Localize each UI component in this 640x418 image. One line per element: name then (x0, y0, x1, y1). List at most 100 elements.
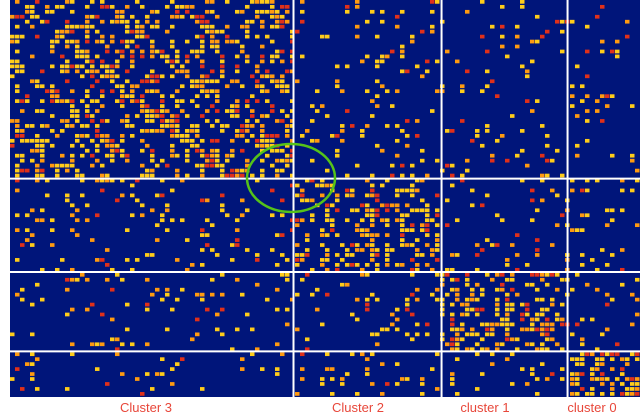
heatmap-cell (195, 292, 200, 297)
heatmap-cell (210, 153, 215, 158)
heatmap-cell (100, 138, 105, 143)
heatmap-cell (550, 188, 555, 193)
heatmap-cell (290, 54, 295, 59)
heatmap-cell (175, 9, 180, 14)
heatmap-cell (75, 39, 80, 44)
heatmap-cell (345, 263, 350, 267)
heatmap-cell (200, 19, 205, 24)
heatmap-cell (165, 208, 170, 213)
heatmap-cell (185, 267, 190, 272)
heatmap-cell (30, 208, 35, 213)
heatmap-cell (570, 188, 575, 193)
heatmap-cell (205, 218, 210, 223)
heatmap-cell (165, 29, 170, 34)
heatmap-cell (320, 228, 325, 232)
heatmap-cell (275, 342, 280, 347)
heatmap-cell (435, 233, 440, 237)
heatmap-cell (180, 69, 185, 74)
heatmap-cell (125, 39, 130, 44)
heatmap-cell (120, 49, 125, 54)
heatmap-cell (475, 253, 480, 257)
heatmap-cell (555, 19, 560, 24)
heatmap-cell (140, 138, 145, 143)
heatmap-cell (240, 84, 245, 89)
heatmap-cell (250, 124, 255, 128)
heatmap-cell (245, 163, 250, 168)
heatmap-cell (125, 94, 130, 99)
heatmap-cell (450, 253, 455, 257)
heatmap-cell (385, 248, 390, 252)
heatmap-cell (635, 352, 640, 357)
heatmap-cell (410, 312, 415, 317)
heatmap-cell (225, 24, 230, 29)
heatmap-cell (340, 89, 345, 94)
heatmap-cell (170, 382, 175, 386)
heatmap-cell (205, 79, 210, 84)
heatmap-cell (515, 153, 520, 158)
heatmap-cell (300, 277, 305, 282)
heatmap-cell (55, 94, 60, 99)
heatmap-cell (585, 138, 590, 143)
heatmap-cell (245, 24, 250, 29)
heatmap-cell (115, 9, 120, 14)
heatmap-cell (455, 332, 460, 337)
heatmap-cell (270, 0, 275, 4)
heatmap-cell (525, 163, 530, 168)
heatmap-cell (430, 218, 435, 223)
heatmap-cell (295, 263, 300, 267)
heatmap-cell (60, 54, 65, 59)
heatmap-cell (410, 292, 415, 297)
heatmap-cell (190, 84, 195, 89)
heatmap-cell (170, 24, 175, 29)
heatmap-cell (30, 243, 35, 247)
heatmap-cell (275, 287, 280, 292)
heatmap-cell (125, 29, 130, 34)
heatmap-cell (605, 263, 610, 267)
heatmap-cell (480, 337, 485, 342)
heatmap-cell (65, 99, 70, 103)
heatmap-cell (125, 4, 130, 9)
heatmap-cell (215, 89, 220, 94)
heatmap-cell (615, 54, 620, 59)
heatmap-cell (95, 158, 100, 163)
heatmap-cell (370, 213, 375, 218)
heatmap-cell (100, 104, 105, 108)
heatmap-cell (375, 94, 380, 99)
heatmap-cell (145, 34, 150, 39)
heatmap-cell (60, 258, 65, 262)
heatmap-cell (210, 277, 215, 282)
heatmap-cell (50, 114, 55, 118)
heatmap-cell (375, 263, 380, 267)
heatmap-cell (580, 317, 585, 322)
heatmap-cell (150, 173, 155, 178)
heatmap-cell (150, 54, 155, 59)
heatmap-cell (20, 138, 25, 143)
heatmap-cell (170, 143, 175, 148)
heatmap-cell (30, 138, 35, 143)
heatmap-cell (170, 39, 175, 44)
heatmap-cell (505, 302, 510, 307)
heatmap-cell (265, 74, 270, 79)
heatmap-cell (235, 238, 240, 242)
heatmap-cell (190, 4, 195, 9)
heatmap-cell (495, 342, 500, 347)
heatmap-cell (255, 253, 260, 257)
heatmap-cell (405, 307, 410, 312)
heatmap-cell (410, 243, 415, 247)
heatmap-cell (115, 143, 120, 148)
heatmap-cell (130, 133, 135, 138)
heatmap-cell (635, 168, 640, 173)
heatmap-cell (110, 153, 115, 158)
heatmap-cell (455, 218, 460, 223)
heatmap-cell (10, 64, 15, 69)
heatmap-cell (620, 382, 625, 386)
heatmap-cell (600, 372, 605, 376)
heatmap-cell (400, 243, 405, 247)
heatmap-cell (405, 377, 410, 381)
heatmap-cell (370, 238, 375, 242)
heatmap-cell (560, 377, 565, 381)
heatmap-cell (385, 218, 390, 223)
heatmap-cell (465, 272, 470, 277)
heatmap-cell (275, 233, 280, 237)
heatmap-cell (235, 39, 240, 44)
